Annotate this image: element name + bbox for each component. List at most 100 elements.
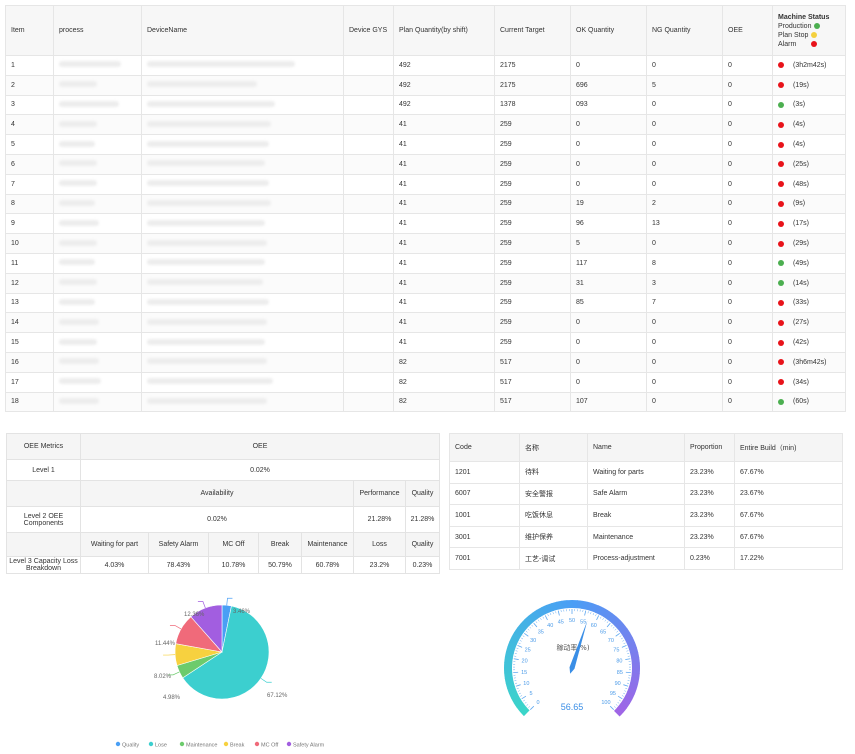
gauge-tick (619, 699, 621, 702)
gauge-band-segment (627, 641, 637, 651)
legend-label[interactable]: Quality (122, 742, 139, 748)
gauge-tick (587, 611, 589, 614)
quality-label: Quality (405, 480, 440, 507)
cell-device-name (141, 351, 344, 373)
legend-label[interactable]: Safety Alarm (293, 742, 325, 748)
legend-label[interactable]: Lose (155, 742, 167, 748)
table-row[interactable]: 9 41 259 96 13 0 (17s) (5, 213, 846, 235)
cell-oee-value: 0 (722, 74, 773, 96)
cell-item: 8 (5, 193, 54, 215)
legend-marker-icon[interactable] (148, 741, 154, 747)
gauge-tick (602, 618, 604, 621)
cell-device-name (141, 391, 344, 413)
cell-device-gys (343, 252, 394, 274)
code-row[interactable]: 7001 工艺-调试 Process-adjustment 0.23% 17.22% (449, 547, 843, 570)
gauge-tick (516, 687, 519, 690)
legend-marker-icon[interactable] (286, 741, 292, 747)
code-row[interactable]: 3001 维护保养 Maintenance 23.23% 67.67% (449, 525, 843, 549)
cell-plan-quantity: 492 (393, 94, 495, 116)
cell-oee-value: 0 (722, 272, 773, 294)
cell-oee-value: 0 (722, 391, 773, 413)
redacted-text (147, 358, 267, 365)
legend-marker-icon[interactable] (223, 741, 229, 747)
level3-header-mc-off: MC Off (208, 532, 259, 557)
gauge-tick (590, 612, 592, 615)
cell-ng-quantity: 7 (646, 292, 723, 314)
redacted-text (147, 219, 265, 226)
gauge-band-segment (511, 694, 521, 704)
cell-ng-quantity: 0 (646, 55, 723, 76)
gauge-tick-label: 45 (558, 619, 564, 625)
table-row[interactable]: 2 492 2175 696 5 0 (19s) (5, 74, 846, 96)
cell-oee-value: 0 (722, 371, 773, 393)
cell-machine-status: (3h6m42s) (772, 351, 846, 373)
cell-code: 1001 (449, 504, 520, 527)
table-row[interactable]: 11 41 259 117 8 0 (49s) (5, 252, 846, 274)
cell-item: 7 (5, 173, 54, 195)
gauge-tick (523, 699, 525, 702)
cell-oee-value: 0 (722, 312, 773, 334)
col-oee: OEE (722, 5, 773, 56)
cell-current-target: 2175 (494, 74, 571, 96)
legend-label[interactable]: Break (230, 742, 245, 748)
col-process: process (53, 5, 142, 56)
cell-current-target: 259 (494, 233, 571, 254)
gauge-tick (606, 621, 609, 624)
table-row[interactable]: 5 41 259 0 0 0 (4s) (5, 134, 846, 155)
table-row[interactable]: 7 41 259 0 0 0 (48s) (5, 173, 846, 195)
status-duration: (27s) (793, 319, 809, 327)
cell-device-name (141, 233, 344, 254)
table-row[interactable]: 17 82 517 0 0 0 (34s) (5, 371, 846, 393)
table-row[interactable]: 14 41 259 0 0 0 (27s) (5, 312, 846, 334)
code-row[interactable]: 1201 待料 Waiting for parts 23.23% 67.67% (449, 461, 843, 484)
table-row[interactable]: 8 41 259 19 2 0 (9s) (5, 193, 846, 215)
table-row[interactable]: 12 41 259 31 3 0 (14s) (5, 272, 846, 294)
table-row[interactable]: 3 492 1378 093 0 0 (3s) (5, 94, 846, 116)
table-row[interactable]: 18 82 517 107 0 0 (60s) (5, 391, 846, 413)
gauge-tick-label: 70 (608, 638, 614, 644)
legend-marker-icon[interactable] (115, 741, 121, 747)
gauge-tick (519, 640, 522, 642)
gauge-tick-label: 20 (522, 658, 528, 664)
code-row[interactable]: 6007 安全警报 Safe Alarm 23.23% 23.67% (449, 482, 843, 506)
code-header-row: Code 名称 Name Proportion Entire Build（min… (449, 433, 843, 462)
cell-plan-quantity: 41 (393, 332, 495, 353)
redacted-text (147, 160, 265, 167)
table-row[interactable]: 6 41 259 0 0 0 (25s) (5, 153, 846, 175)
legend-marker-icon[interactable] (254, 741, 260, 747)
cell-machine-status: (29s) (772, 233, 846, 254)
gauge-tick (550, 613, 552, 616)
table-row[interactable]: 10 41 259 5 0 0 (29s) (5, 233, 846, 254)
legend-label[interactable]: MC Off (261, 742, 279, 748)
table-row[interactable]: 13 41 259 85 7 0 (33s) (5, 292, 846, 314)
cell-item: 13 (5, 292, 54, 314)
gauge-tick (623, 642, 626, 644)
cell-name: Safe Alarm (587, 482, 685, 506)
cell-machine-status: (25s) (772, 153, 846, 175)
legend-marker-icon[interactable] (179, 741, 185, 747)
code-row[interactable]: 1001 吃饭休息 Break 23.23% 67.67% (449, 504, 843, 527)
gauge-tick (614, 628, 617, 631)
gauge-band-segment (513, 698, 524, 708)
gauge-band-segment (505, 646, 516, 655)
cell-oee-value: 0 (722, 252, 773, 274)
gauge-tick (596, 615, 600, 621)
gauge-band-segment (613, 706, 624, 717)
gauge-tick (529, 705, 535, 711)
gauge-band-segment (504, 656, 513, 664)
level3-header-safety-alarm: Safety Alarm (148, 532, 209, 557)
legend-label[interactable]: Maintenance (186, 742, 218, 748)
table-row[interactable]: 1 492 2175 0 0 0 (3h2m42s) (5, 55, 846, 76)
cell-proportion: 23.23% (684, 525, 735, 549)
table-row[interactable]: 4 41 259 0 0 0 (4s) (5, 114, 846, 136)
table-row[interactable]: 15 41 259 0 0 0 (42s) (5, 332, 846, 353)
cell-oee-value: 0 (722, 153, 773, 175)
cell-ng-quantity: 0 (646, 332, 723, 353)
cell-current-target: 259 (494, 193, 571, 215)
pie-slice-lose[interactable] (182, 605, 270, 700)
cell-plan-quantity: 41 (393, 134, 495, 155)
gauge-tick (527, 628, 530, 631)
cell-item: 18 (5, 391, 54, 413)
col-current-target: Current Target (494, 5, 571, 56)
table-row[interactable]: 16 82 517 0 0 0 (3h6m42s) (5, 351, 846, 373)
